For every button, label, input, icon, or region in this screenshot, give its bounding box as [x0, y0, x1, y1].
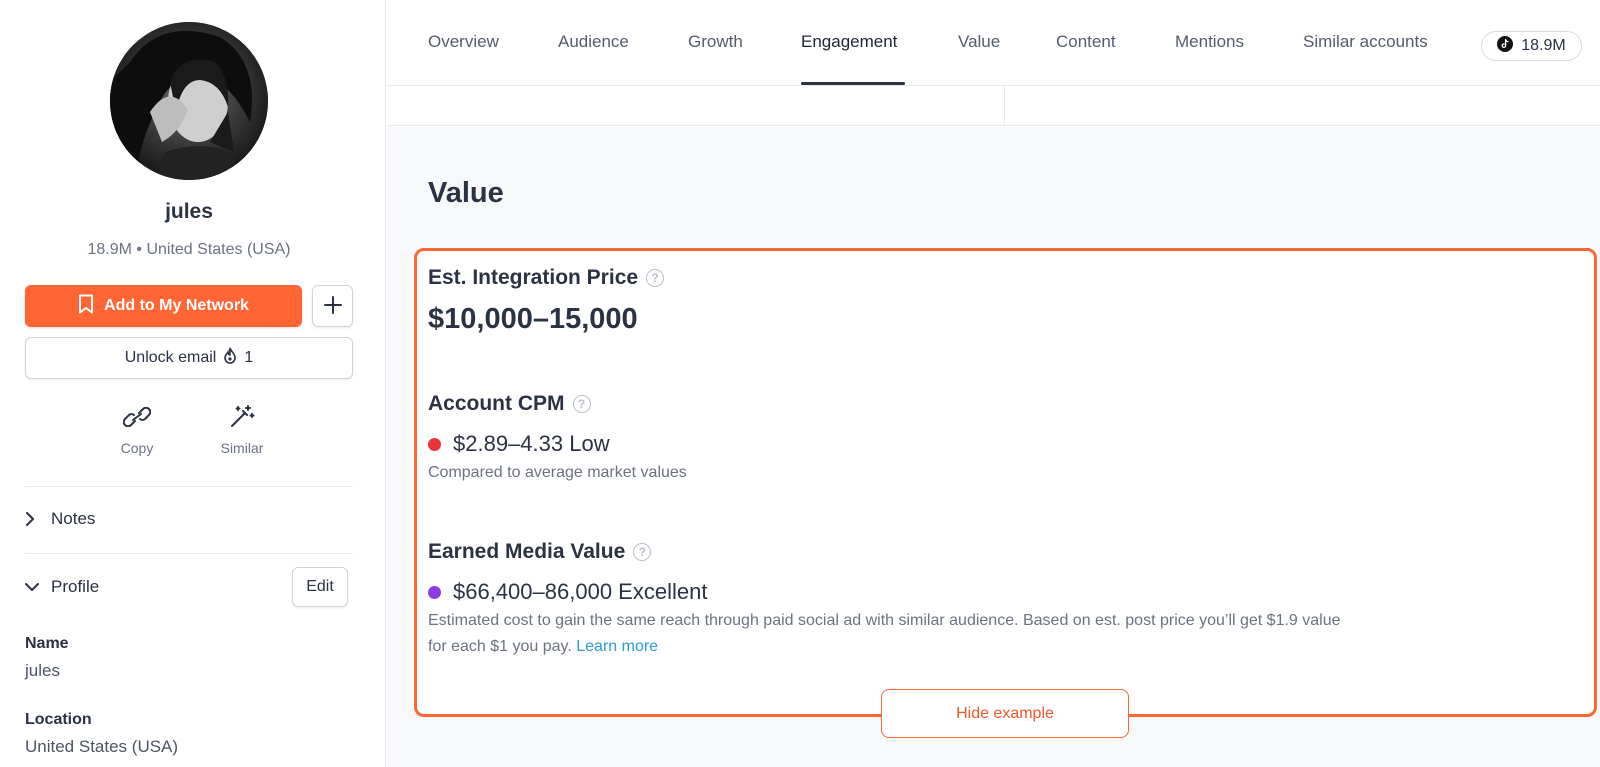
help-icon[interactable]: ? — [633, 543, 652, 561]
divider — [1004, 86, 1005, 126]
emv-note-line-1: Estimated cost to gain the same reach th… — [428, 612, 1341, 629]
tab-value[interactable]: Value — [958, 32, 1001, 51]
notes-section-toggle[interactable]: Notes — [25, 499, 353, 539]
earned-media-value-label: Earned Media Value ? — [428, 540, 652, 564]
add-to-list-button[interactable] — [312, 285, 353, 327]
notes-label: Notes — [51, 509, 96, 528]
similar-action-label: Similar — [220, 440, 264, 456]
tab-growth[interactable]: Growth — [688, 32, 743, 51]
integration-price-label: Est. Integration Price ? — [428, 266, 665, 290]
earned-media-value: $66,400–86,000 Excellent — [428, 579, 707, 605]
section-title: Value — [428, 177, 504, 209]
integration-price-value: $10,000–15,000 — [428, 303, 638, 335]
account-cpm-value-text: $2.89–4.33 Low — [453, 431, 610, 456]
name-field-value: jules — [25, 661, 60, 680]
integration-price-label-text: Est. Integration Price — [428, 266, 639, 289]
status-dot-icon — [428, 437, 441, 451]
unlock-email-button[interactable]: Unlock email 1 — [25, 337, 353, 379]
divider — [25, 486, 353, 487]
emv-note-line-2: for each $1 you pay. — [428, 638, 572, 655]
profile-section-toggle[interactable]: Profile — [25, 567, 353, 607]
add-to-network-label: Add to My Network — [104, 297, 249, 314]
active-tab-indicator — [801, 82, 905, 85]
profile-sidebar: jules 18.9M • United States (USA) Add to… — [0, 0, 386, 767]
location-field-label: Location — [25, 711, 92, 728]
copy-link-action[interactable]: Copy — [92, 402, 182, 456]
follower-location-info: 18.9M • United States (USA) — [87, 241, 291, 258]
avatar[interactable] — [110, 22, 268, 180]
chevron-right-icon — [25, 512, 51, 526]
tab-overview[interactable]: Overview — [428, 32, 499, 51]
add-to-network-button[interactable]: Add to My Network — [25, 285, 302, 327]
earned-media-value-note: Estimated cost to gain the same reach th… — [428, 608, 1468, 660]
account-cpm-note: Compared to average market values — [428, 464, 687, 481]
tab-similar-accounts[interactable]: Similar accounts — [1303, 32, 1428, 51]
divider — [25, 553, 353, 554]
tiktok-icon — [1497, 35, 1514, 57]
status-dot-icon — [428, 585, 441, 599]
earned-media-value-text: $66,400–86,000 Excellent — [453, 579, 708, 604]
location-field-value: United States (USA) — [25, 737, 179, 756]
hide-example-button[interactable]: Hide example — [881, 689, 1129, 738]
unlock-email-credit-count: 1 — [244, 349, 254, 366]
name-field-label: Name — [25, 635, 69, 652]
help-icon[interactable]: ? — [646, 269, 665, 287]
account-cpm-label-text: Account CPM — [428, 392, 565, 415]
followers-count: 18.9M — [1521, 37, 1566, 54]
copy-action-label: Copy — [120, 440, 154, 456]
username: jules — [165, 200, 213, 223]
account-cpm-label: Account CPM ? — [428, 392, 591, 416]
tab-content[interactable]: Content — [1056, 32, 1116, 51]
edit-profile-button[interactable]: Edit — [292, 567, 348, 607]
bookmark-icon — [78, 294, 94, 319]
account-cpm-value: $2.89–4.33 Low — [428, 431, 610, 457]
previous-section-bottom — [387, 86, 1600, 126]
plus-icon — [323, 295, 342, 317]
similar-action[interactable]: Similar — [197, 402, 287, 456]
magic-wand-icon — [197, 402, 287, 432]
tab-audience[interactable]: Audience — [558, 32, 629, 51]
value-example-card — [414, 248, 1597, 717]
tab-engagement[interactable]: Engagement — [801, 32, 898, 51]
credit-flame-icon — [222, 347, 238, 370]
chevron-down-icon — [25, 582, 51, 592]
earned-media-value-label-text: Earned Media Value — [428, 540, 626, 563]
profile-label: Profile — [51, 577, 100, 596]
profile-tabs-nav — [387, 0, 1600, 86]
platform-followers-badge[interactable]: 18.9M — [1481, 31, 1582, 61]
link-icon — [92, 402, 182, 432]
tab-mentions[interactable]: Mentions — [1175, 32, 1244, 51]
unlock-email-label: Unlock email — [124, 349, 217, 366]
learn-more-link[interactable]: Learn more — [576, 638, 659, 655]
help-icon[interactable]: ? — [572, 395, 591, 413]
